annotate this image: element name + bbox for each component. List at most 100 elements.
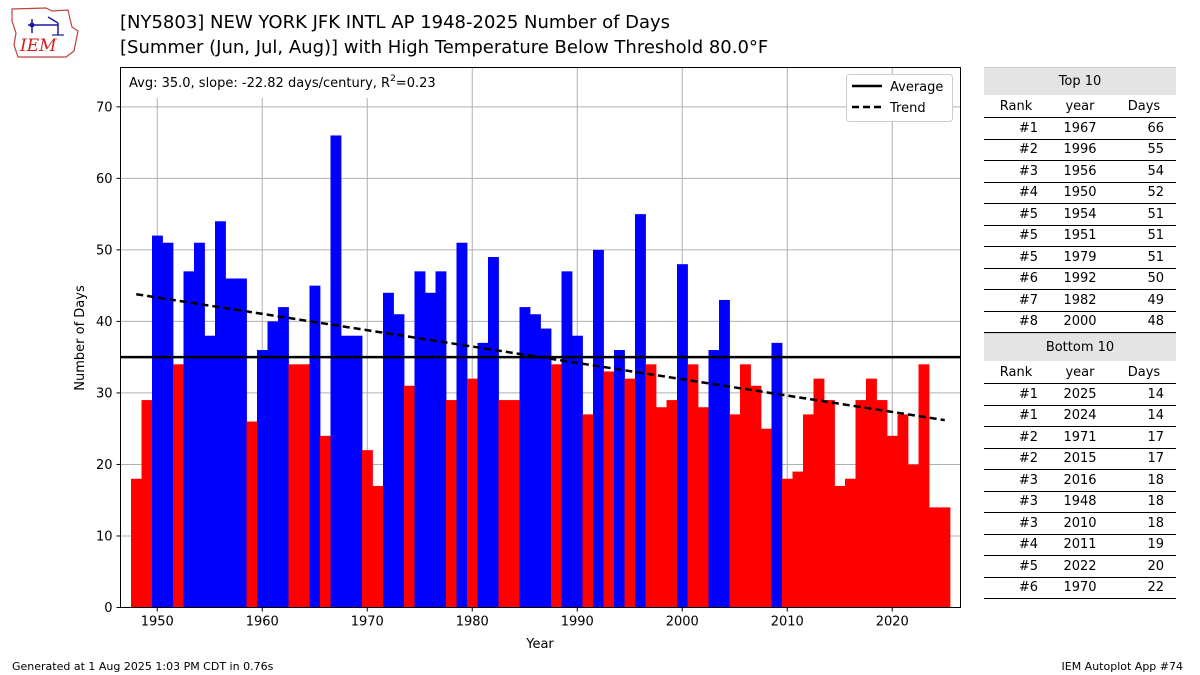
year-header: year — [1048, 95, 1112, 118]
bar-2008 — [761, 428, 772, 608]
x-tick-label: 1960 — [246, 615, 279, 630]
bar-1980 — [467, 378, 478, 608]
bar-2003 — [708, 350, 720, 608]
x-tick-label: 1950 — [141, 615, 174, 630]
table-row: #4 1950 52 — [984, 182, 1176, 204]
top-10-title: Top 10 — [984, 67, 1176, 95]
bar-1968 — [341, 335, 352, 608]
cell-rank: #8 — [984, 311, 1048, 333]
bar-1963 — [288, 364, 300, 608]
y-tick-label: 10 — [96, 529, 113, 544]
table-row: #8 2000 48 — [984, 311, 1176, 333]
bar-2024 — [929, 507, 940, 608]
cell-year: 1948 — [1048, 491, 1112, 513]
rank-header: Rank — [984, 95, 1048, 118]
cell-rank: #2 — [984, 139, 1048, 161]
cell-rank: #2 — [984, 426, 1048, 449]
bar-1999 — [666, 400, 678, 608]
bar-1995 — [624, 378, 636, 608]
chart-title-line2: [Summer (Jun, Jul, Aug)] with High Tempe… — [120, 37, 769, 58]
legend: Average Trend — [846, 74, 953, 122]
bar-2011 — [792, 471, 804, 608]
x-tick-label: 2020 — [876, 615, 909, 630]
cell-days: 14 — [1112, 405, 1176, 427]
bar-2021 — [897, 414, 909, 608]
bar-2013 — [813, 378, 825, 608]
year-header: year — [1048, 361, 1112, 384]
y-tick-label: 0 — [104, 601, 112, 616]
cell-rank: #1 — [984, 383, 1048, 406]
cell-rank: #1 — [984, 405, 1048, 427]
bar-1957 — [225, 278, 237, 608]
bar-1948 — [131, 478, 142, 608]
bottom-10-title: Bottom 10 — [984, 333, 1176, 361]
cell-year: 1971 — [1048, 426, 1112, 449]
x-tick-label: 2000 — [666, 615, 699, 630]
y-tick-label: 50 — [96, 243, 113, 258]
table-row: #1 2025 14 — [984, 383, 1176, 406]
cell-days: 18 — [1112, 491, 1176, 513]
bar-1958 — [236, 278, 247, 608]
cell-rank: #7 — [984, 289, 1048, 312]
cell-days: 17 — [1112, 448, 1176, 470]
y-tick-label: 60 — [96, 172, 113, 187]
table-row: #1 1967 66 — [984, 117, 1176, 140]
cell-rank: #5 — [984, 225, 1048, 247]
cell-rank: #5 — [984, 555, 1048, 578]
bar-1984 — [509, 400, 520, 608]
bar-1950 — [152, 235, 163, 608]
cell-rank: #3 — [984, 469, 1048, 492]
table-row: #2 1996 55 — [984, 139, 1176, 161]
table-row: #4 2011 19 — [984, 534, 1176, 556]
bar-2015 — [834, 485, 846, 608]
bar-1953 — [183, 271, 195, 608]
bar-1967 — [330, 135, 342, 608]
cell-days: 17 — [1112, 426, 1176, 449]
logo-text: IEM — [19, 36, 57, 56]
cell-days: 66 — [1112, 117, 1176, 140]
x-tick-label: 1980 — [456, 615, 489, 630]
bar-2005 — [729, 414, 741, 608]
bar-1961 — [267, 321, 279, 608]
cell-year: 1970 — [1048, 577, 1112, 599]
cell-days: 20 — [1112, 555, 1176, 578]
bar-1994 — [614, 350, 625, 608]
bar-1973 — [393, 314, 405, 608]
bar-1978 — [446, 400, 457, 608]
bar-1989 — [561, 271, 573, 608]
table-row: #6 1992 50 — [984, 268, 1176, 290]
cell-days: 18 — [1112, 512, 1176, 535]
bar-2020 — [887, 435, 898, 608]
bar-2007 — [750, 385, 762, 608]
bar-2000 — [677, 264, 688, 608]
table-row: #5 1954 51 — [984, 203, 1176, 226]
cell-rank: #1 — [984, 117, 1048, 140]
cell-year: 2011 — [1048, 534, 1112, 556]
bar-1955 — [204, 335, 216, 608]
bar-2025 — [939, 507, 951, 608]
table-row: #1 2024 14 — [984, 405, 1176, 427]
annotation-superscript: 2 — [390, 74, 396, 84]
bar-2006 — [740, 364, 751, 608]
bar-1962 — [278, 307, 289, 608]
reference-lines — [120, 292, 961, 422]
bar-1956 — [215, 221, 226, 608]
cell-year: 1996 — [1048, 139, 1112, 161]
cell-year: 2024 — [1048, 405, 1112, 427]
cell-days: 50 — [1112, 268, 1176, 290]
bar-1983 — [498, 400, 510, 608]
table-row: #3 2010 18 — [984, 512, 1176, 535]
top-10-table: Top 10 Rank year Days #1 1967 66 #2 1996 55 #3… — [984, 67, 1176, 333]
x-tick-label: 2010 — [771, 615, 804, 630]
bar-1976 — [425, 292, 436, 608]
bar-2004 — [719, 299, 730, 608]
generated-timestamp: Generated at 1 Aug 2025 1:03 PM CDT in 0… — [12, 660, 274, 673]
cell-year: 2000 — [1048, 311, 1112, 333]
bar-1964 — [299, 364, 310, 608]
cell-year: 2025 — [1048, 383, 1112, 406]
days-header: Days — [1112, 95, 1176, 118]
iem-logo: IEM — [11, 7, 79, 58]
bar-2002 — [698, 407, 709, 608]
cell-rank: #5 — [984, 246, 1048, 269]
